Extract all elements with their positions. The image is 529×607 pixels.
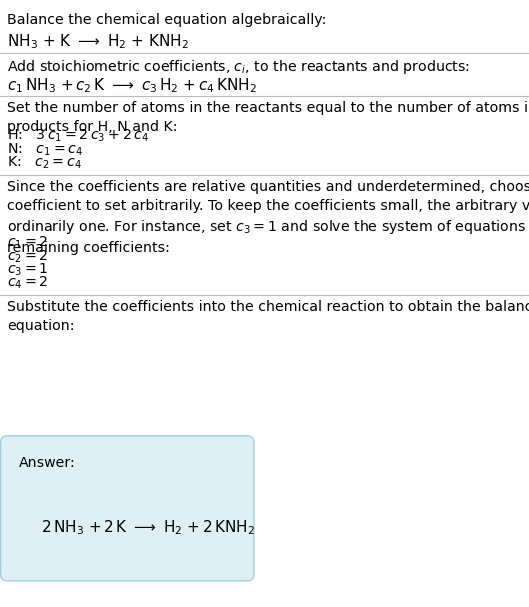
Text: $c_1\,\mathregular{NH_3}$ $+\,c_2\,$K $\longrightarrow$ $c_3\,\mathregular{H_2}$: $c_1\,\mathregular{NH_3}$ $+\,c_2\,$K $\…	[7, 76, 257, 95]
Text: Set the number of atoms in the reactants equal to the number of atoms in the
pro: Set the number of atoms in the reactants…	[7, 101, 529, 134]
Text: Since the coefficients are relative quantities and underdetermined, choose a
coe: Since the coefficients are relative quan…	[7, 180, 529, 255]
Text: $\mathregular{NH_3}$ $+$ K $\longrightarrow$ $\mathregular{H_2}$ $+$ $\mathregul: $\mathregular{NH_3}$ $+$ K $\longrightar…	[7, 32, 189, 51]
Text: N:   $c_1 = c_4$: N: $c_1 = c_4$	[7, 141, 83, 158]
Text: H:   $3\,c_1 = 2\,c_3 + 2\,c_4$: H: $3\,c_1 = 2\,c_3 + 2\,c_4$	[7, 128, 149, 144]
Text: K:   $c_2 = c_4$: K: $c_2 = c_4$	[7, 155, 81, 171]
Text: $c_3 = 1$: $c_3 = 1$	[7, 262, 48, 278]
Text: $c_1 = 2$: $c_1 = 2$	[7, 235, 48, 251]
Text: Balance the chemical equation algebraically:: Balance the chemical equation algebraica…	[7, 13, 326, 27]
Text: Add stoichiometric coefficients, $c_i$, to the reactants and products:: Add stoichiometric coefficients, $c_i$, …	[7, 58, 470, 76]
Text: Substitute the coefficients into the chemical reaction to obtain the balanced
eq: Substitute the coefficients into the che…	[7, 300, 529, 333]
FancyBboxPatch shape	[1, 436, 254, 581]
Text: Answer:: Answer:	[19, 456, 75, 470]
Text: $2\,\mathregular{NH_3}$ $+\,2\,$K $\longrightarrow$ $\mathregular{H_2}$ $+\,2\,\: $2\,\mathregular{NH_3}$ $+\,2\,$K $\long…	[41, 519, 256, 537]
Text: $c_2 = 2$: $c_2 = 2$	[7, 248, 48, 265]
Text: $c_4 = 2$: $c_4 = 2$	[7, 275, 48, 291]
